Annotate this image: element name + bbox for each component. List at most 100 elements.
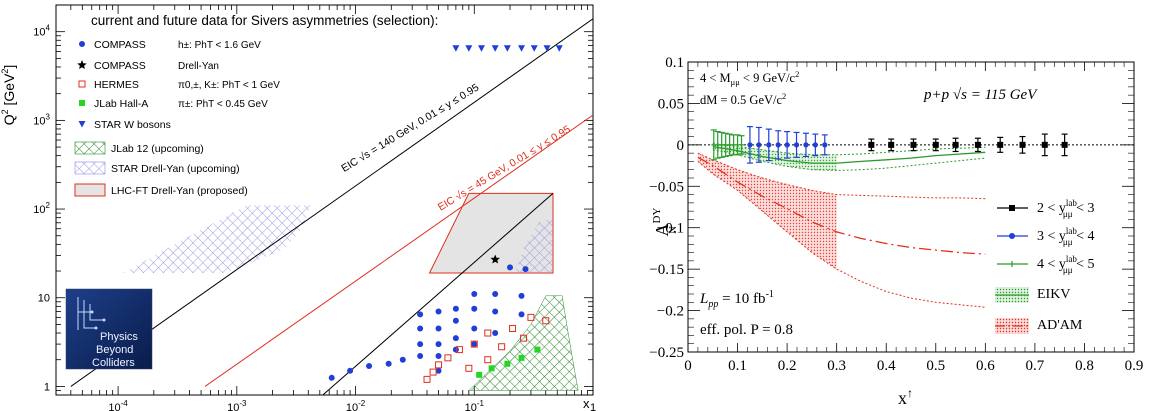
marker-square (868, 141, 875, 148)
legend-marker-square (79, 100, 85, 106)
point-compass (518, 311, 525, 318)
point-compass (417, 325, 424, 332)
data-point (714, 131, 721, 159)
legend-name: JLab 12 (upcoming) (111, 143, 204, 155)
x-tick-label: 0.1 (728, 358, 747, 374)
legend-detail: π0,±, K±: PhT < 1 GeV (178, 80, 280, 91)
point-hermes (509, 324, 517, 332)
point-compass (452, 317, 459, 324)
right-axis-ticks: 0 0.1 0.2 0.3 0.4 0.5 0.6 0.7 0.8 0.9 −0.25 −0.2 −0.… (649, 55, 1143, 374)
legend-band-swatch (995, 318, 1029, 334)
x-tick-label: 10-4 (108, 399, 128, 411)
band-lower-edge (712, 149, 986, 172)
right-legend-entry: EIKV (995, 287, 1070, 303)
point-jlab-hall-a (534, 346, 541, 353)
y-tick-label: −0.2 (657, 304, 684, 320)
point-star-w (530, 45, 538, 52)
y-tick-label: 104 (33, 24, 50, 39)
right-legend-entry: 3 < ylab μμ < 4 (997, 226, 1094, 247)
point-hermes (429, 368, 437, 376)
data-point (793, 131, 800, 158)
x-tick-label: 0 (684, 358, 692, 374)
point-compass (435, 353, 442, 360)
y-tick-label: −0.15 (649, 262, 684, 278)
point-compass (471, 291, 478, 298)
x-tick-label: 10-3 (227, 399, 247, 411)
marker-circle (756, 142, 762, 148)
point-star-drell-yan-dots (522, 266, 529, 273)
y-tick-label: 10 (38, 293, 50, 305)
data-point (755, 126, 762, 163)
point-hermes (542, 317, 550, 325)
data-point (997, 136, 1004, 153)
band-upper-edge (712, 142, 986, 156)
marker-square (997, 141, 1004, 148)
data-point (1061, 133, 1068, 157)
mass-range-text: 4 < Mμμ < 9 GeV/c2 (700, 69, 799, 87)
star-drell-yan-region-low-x (123, 205, 311, 273)
data-point (765, 128, 772, 162)
right-legend-entry: AD'AM (995, 318, 1083, 334)
data-point (952, 137, 959, 153)
point-star-drell-yan-dots (507, 264, 514, 271)
point-hermes (435, 361, 443, 369)
mass-bin-text: dM = 0.5 GeV/c2 (700, 91, 786, 107)
right-legend-text: 2 < ylab μμ < 3 (1037, 198, 1094, 219)
point-star-w (555, 45, 563, 52)
legend-entry: STAR W bosons (78, 119, 171, 131)
right-legend-text: EIKV (1037, 287, 1070, 302)
legend-entry: COMPASS h±: PhT < 1.6 GeV (79, 39, 261, 51)
point-hermes (470, 340, 478, 348)
point-jlab-hall-a (518, 354, 525, 361)
left-chart-title: current and future data for Sivers asymm… (91, 13, 438, 28)
legend-entry: STAR Drell-Yan (upcoming) (74, 161, 240, 175)
point-compass (385, 360, 392, 367)
right-y-axis-label-sub: N (667, 226, 679, 234)
left-region-layer (70, 18, 593, 395)
lhc-ft-region (428, 192, 554, 274)
point-compass (492, 330, 499, 337)
point-compass (435, 325, 442, 332)
point-compass (492, 308, 499, 315)
legend-name: LHC-FT Drell-Yan (proposed) (111, 185, 248, 197)
band-adam (697, 153, 837, 270)
x-tick-label: 0.9 (1125, 358, 1144, 374)
point-compass (471, 325, 478, 332)
data-point (888, 138, 895, 152)
data-point (812, 133, 819, 157)
point-hermes (455, 346, 463, 354)
legend-marker-circle (79, 41, 85, 47)
band-eikv (712, 143, 837, 171)
data-point (734, 134, 741, 156)
collision-energy-text: p+p √s = 115 GeV (923, 87, 1038, 103)
right-legend-text: 3 < ylab μμ < 4 (1037, 226, 1094, 247)
right-legend-text: 4 < ylab μμ < 5 (1037, 254, 1094, 275)
eic-140-boundary (70, 18, 593, 387)
point-compass (417, 353, 424, 360)
band-central-curve (697, 156, 986, 255)
band-lower-edge (697, 161, 986, 308)
point-star-w (452, 45, 460, 52)
x-tick-label: 0.4 (877, 358, 896, 374)
legend-name: HERMES (94, 79, 139, 91)
point-hermes (520, 334, 528, 342)
data-point (775, 130, 782, 160)
svg-text:ADY: ADY (651, 208, 672, 237)
point-compass (366, 362, 373, 369)
right-theory-bands (697, 142, 986, 308)
marker-circle (747, 142, 753, 148)
legend-name: JLab Hall-A (94, 98, 148, 110)
star-drell-yan-region-high-x (514, 217, 553, 273)
point-star-w (465, 45, 473, 52)
left-y-axis-label: Q2 [GeV2] (0, 65, 17, 126)
marker-square (974, 141, 981, 148)
marker-circle (803, 142, 809, 148)
x-tick-label: 1 (590, 402, 596, 411)
legend-swatch-jlab12 (74, 141, 106, 155)
legend-detail: π±: PhT < 0.45 GeV (178, 99, 268, 110)
point-compass (471, 341, 478, 348)
point-star-w (477, 45, 485, 52)
band-upper-edge (697, 152, 986, 200)
point-star-w (518, 45, 526, 52)
data-point (802, 132, 809, 158)
